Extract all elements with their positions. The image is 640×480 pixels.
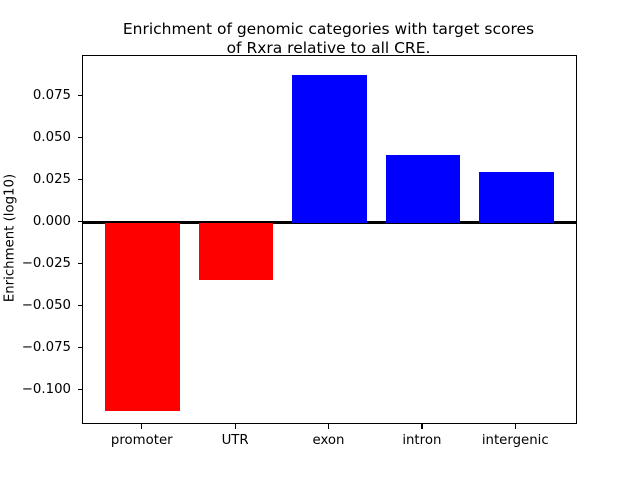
x-tick-label-UTR: UTR bbox=[221, 433, 249, 448]
y-tick-mark bbox=[78, 221, 83, 223]
x-tick-label-intergenic: intergenic bbox=[481, 433, 549, 448]
x-tick-label-promoter: promoter bbox=[110, 433, 173, 448]
x-tick-label-exon: exon bbox=[312, 433, 345, 448]
y-tick-label: −0.025 bbox=[21, 255, 71, 271]
y-tick-mark bbox=[78, 347, 83, 349]
bar-intergenic bbox=[478, 172, 554, 223]
y-tick-mark bbox=[78, 305, 83, 307]
y-tick-label: 0.025 bbox=[32, 171, 71, 187]
bar-UTR bbox=[198, 222, 274, 280]
zero-line bbox=[83, 221, 576, 225]
x-tick-mark bbox=[141, 424, 143, 429]
y-tick-label: 0.000 bbox=[32, 213, 71, 229]
bar-intron bbox=[385, 155, 461, 223]
bar-promoter bbox=[105, 222, 181, 411]
y-tick-label: −0.075 bbox=[21, 339, 71, 355]
y-axis-label: Enrichment (log10) bbox=[2, 173, 18, 303]
y-tick-label: 0.050 bbox=[32, 129, 71, 145]
x-tick-mark bbox=[514, 424, 516, 429]
x-tick-mark bbox=[328, 424, 330, 429]
y-tick-mark bbox=[78, 95, 83, 97]
chart-title-line-1: Enrichment of genomic categories with ta… bbox=[122, 20, 535, 38]
plot-area bbox=[82, 55, 577, 424]
chart-title: Enrichment of genomic categories with ta… bbox=[82, 20, 575, 58]
y-tick-mark bbox=[78, 137, 83, 139]
y-tick-mark bbox=[78, 389, 83, 391]
y-tick-label: −0.100 bbox=[21, 381, 71, 397]
y-tick-label: 0.075 bbox=[32, 87, 71, 103]
y-tick-label: −0.050 bbox=[21, 297, 71, 313]
bar-exon bbox=[292, 74, 367, 223]
x-tick-mark bbox=[421, 424, 423, 429]
y-tick-mark bbox=[78, 179, 83, 181]
x-tick-mark bbox=[234, 424, 236, 429]
chart-title-line-2: of Rxra relative to all CRE. bbox=[226, 39, 431, 57]
y-tick-mark bbox=[78, 263, 83, 265]
x-tick-label-intron: intron bbox=[402, 433, 442, 448]
